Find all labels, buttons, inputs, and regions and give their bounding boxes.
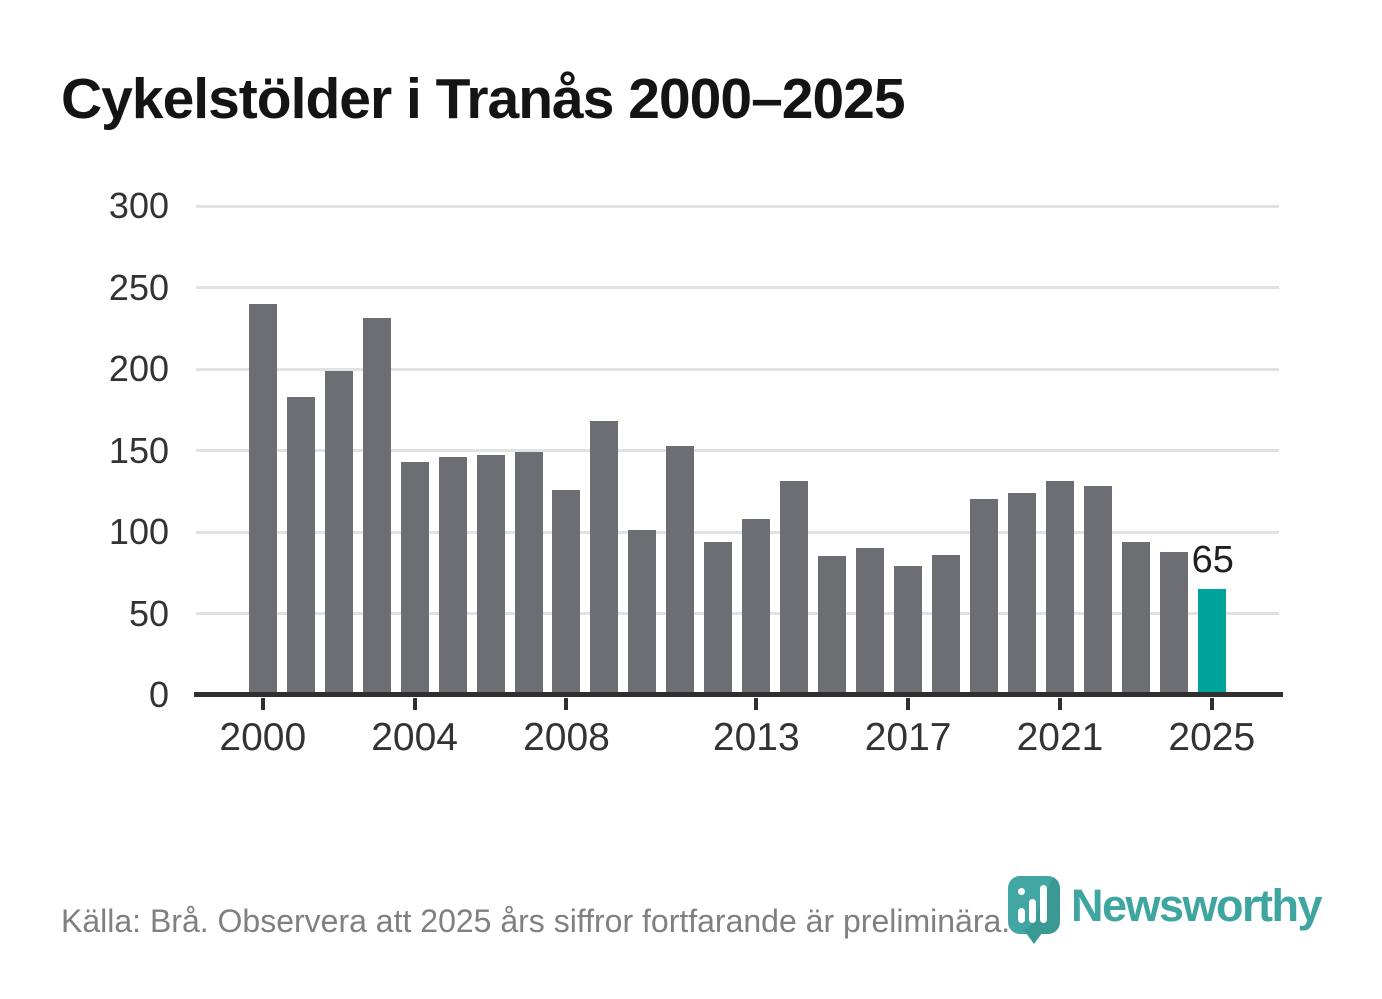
y-tick-label-50: 50 [128, 592, 169, 634]
x-tick-label-2000: 2000 [219, 716, 307, 759]
newsworthy-logo-text: Newsworthy [1071, 880, 1323, 931]
x-tick-2025 [1209, 698, 1214, 710]
x-tick-2021 [1057, 698, 1062, 710]
x-tick-2013 [754, 698, 759, 710]
bar-2022 [1083, 486, 1112, 695]
bar-2021 [1045, 481, 1074, 695]
bar-2001 [286, 396, 315, 695]
gridline-250 [196, 286, 1279, 289]
source-note: Källa: Brå. Observera att 2025 års siffr… [61, 903, 1011, 939]
bar-2010 [628, 530, 657, 695]
x-tick-label-2025: 2025 [1168, 716, 1256, 759]
y-tick-label-300: 300 [108, 185, 169, 226]
bar-2011 [666, 445, 695, 695]
logo-chart-bar [1018, 908, 1025, 923]
bar-2016 [856, 548, 885, 695]
y-tick-label-100: 100 [108, 511, 169, 552]
bar-2015 [818, 556, 847, 695]
x-tick-label-2021: 2021 [1016, 716, 1104, 759]
bar-2008 [552, 489, 581, 695]
x-tick-2000 [260, 698, 265, 710]
bar-2009 [590, 421, 619, 695]
bar-2024 [1159, 551, 1188, 695]
bar-2006 [476, 455, 505, 695]
bar-2025 [1197, 589, 1226, 695]
gridline-300 [196, 204, 1279, 208]
x-tick-2008 [564, 698, 569, 710]
y-tick-label-150: 150 [108, 429, 169, 471]
bar-2020 [1008, 492, 1036, 695]
value-label-2025: 65 [1191, 539, 1234, 582]
bar-2000 [248, 303, 277, 695]
logo-chart-dot [1018, 888, 1025, 895]
y-tick-label-0: 0 [148, 674, 169, 715]
chart-title: Cykelstölder i Tranås 2000–2025 [61, 67, 906, 131]
x-axis-line [194, 692, 1283, 697]
plot-area: 0 50 100 150 200 250 300 2000 2004 2008 2013 2017 20… [109, 185, 1283, 759]
newsworthy-logo-icon [1008, 876, 1060, 934]
bar-2013 [742, 518, 771, 695]
bar-2003 [362, 318, 391, 695]
bar-2017 [894, 566, 923, 695]
x-tick-label-2013: 2013 [712, 716, 800, 759]
bar-2012 [704, 541, 733, 695]
gridline-50 [196, 612, 1279, 615]
gridline-150 [196, 449, 1279, 452]
gridline-200 [196, 367, 1279, 371]
bar-2004 [400, 461, 429, 695]
bar-2018 [932, 554, 961, 695]
bar-2007 [514, 452, 543, 695]
gridline-100 [196, 530, 1279, 534]
bar-2019 [970, 499, 999, 695]
logo-chart-bar [1040, 885, 1047, 923]
y-tick-label-200: 200 [108, 348, 169, 389]
logo-chart-bar [1029, 899, 1036, 923]
bar-2005 [438, 457, 467, 695]
x-tick-label-2008: 2008 [523, 716, 610, 759]
bar-2023 [1121, 541, 1150, 695]
x-tick-label-2017: 2017 [864, 716, 952, 759]
x-tick-label-2004: 2004 [371, 716, 459, 759]
x-tick-2004 [412, 698, 417, 710]
y-tick-label-250: 250 [108, 266, 169, 308]
bar-2014 [780, 481, 809, 695]
x-tick-2017 [906, 698, 911, 710]
bar-2002 [324, 370, 353, 695]
